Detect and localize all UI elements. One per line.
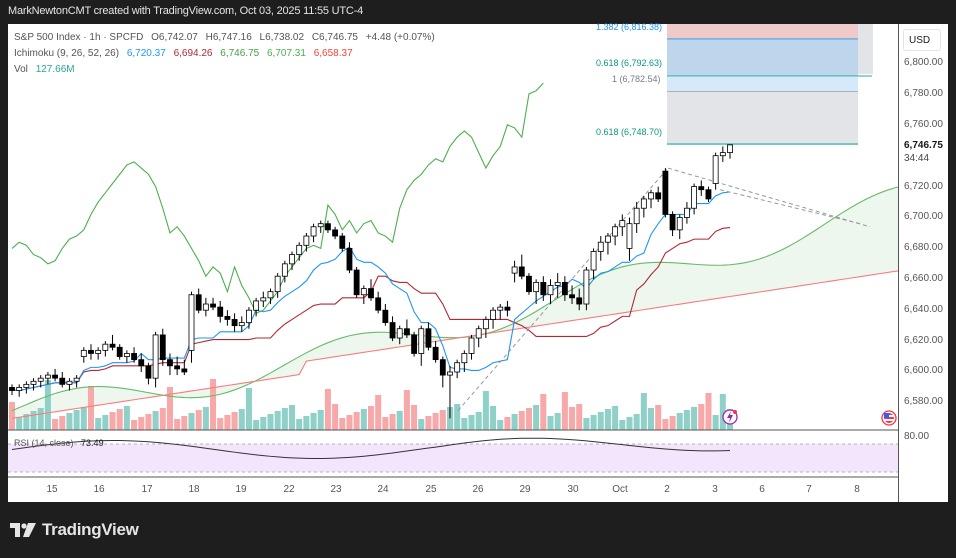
- ichimoku-lagging-value: 6,746.75: [220, 48, 260, 59]
- price-tick: 6,660.00: [904, 273, 943, 284]
- time-label: 2: [664, 484, 670, 495]
- currency-button[interactable]: USD: [903, 29, 941, 51]
- ohlc-low: L6,738.02: [259, 32, 305, 43]
- time-label: 26: [472, 484, 484, 495]
- time-label: 7: [806, 484, 812, 495]
- ichimoku-leading-a-value: 6,707.31: [267, 48, 306, 59]
- bar-countdown: 34:44: [904, 153, 930, 164]
- time-label: 22: [283, 484, 295, 495]
- ichimoku-leading-b-value: 6,658.37: [313, 48, 353, 59]
- fibonacci-extension-drawing[interactable]: [667, 24, 873, 145]
- volume-label[interactable]: Vol: [14, 64, 28, 75]
- ichimoku-conversion-value: 6,720.37: [126, 48, 166, 59]
- rsi-legend[interactable]: RSI (14, close) 73.49: [14, 438, 109, 448]
- tradingview-logo[interactable]: TradingView: [10, 520, 139, 540]
- time-label: 24: [377, 484, 389, 495]
- time-label: 8: [854, 484, 860, 495]
- ichimoku-base-value: 6,694.26: [173, 48, 213, 59]
- volume-value: 127.66M: [35, 64, 75, 75]
- ichimoku-label[interactable]: Ichimoku (9, 26, 52, 26): [14, 48, 120, 59]
- frame-edge: [948, 24, 956, 502]
- price-tick: 6,700.00: [904, 211, 943, 222]
- fib-level-label: 1.382 (6,816.38): [596, 22, 663, 32]
- current-price-label: 6,746.75: [904, 140, 943, 151]
- time-label: 23: [330, 484, 342, 495]
- time-label: 25: [425, 484, 437, 495]
- price-tick: 6,720.00: [904, 181, 943, 192]
- symbol-name[interactable]: S&P 500 Index · 1h · SPCFD: [14, 32, 144, 43]
- price-tick: 6,600.00: [904, 365, 943, 376]
- ichimoku-legend[interactable]: Ichimoku (9, 26, 52, 26) 6,720.37 6,694.…: [14, 48, 358, 59]
- price-tick: 6,760.00: [904, 119, 943, 130]
- rsi-value: 73.49: [81, 438, 104, 448]
- rsi-tick: 80.00: [904, 431, 930, 442]
- trendline-drawing[interactable]: [457, 167, 871, 411]
- time-label: 19: [235, 484, 247, 495]
- price-tick: 6,780.00: [904, 88, 943, 99]
- ohlc-high: H6,747.16: [205, 32, 252, 43]
- time-label: 30: [567, 484, 579, 495]
- time-label: 15: [46, 484, 58, 495]
- dividends-icon[interactable]: [722, 409, 738, 425]
- price-tick: 6,680.00: [904, 242, 943, 253]
- time-label: 29: [519, 484, 531, 495]
- symbol-legend[interactable]: S&P 500 Index · 1h · SPCFD O6,742.07 H6,…: [14, 32, 440, 43]
- fib-level-label: 0.618 (6,792.63): [596, 58, 663, 68]
- ohlc-close: C6,746.75: [311, 32, 358, 43]
- volume-legend[interactable]: Vol 127.66M: [14, 64, 80, 75]
- price-change: +4.48 (+0.07%): [365, 32, 435, 43]
- attribution-header: MarkNewtonCMT created with TradingView.c…: [8, 5, 364, 17]
- time-label: 3: [712, 484, 718, 495]
- price-tick: 6,640.00: [904, 304, 943, 315]
- time-label: 16: [93, 484, 105, 495]
- price-tick: 6,580.00: [904, 396, 943, 407]
- time-label: 17: [141, 484, 153, 495]
- us-flag-event-icon[interactable]: [881, 410, 897, 426]
- price-tick: 6,620.00: [904, 335, 943, 346]
- brand-name: TradingView: [42, 520, 139, 539]
- price-axis[interactable]: [898, 24, 949, 502]
- ohlc-open: O6,742.07: [151, 32, 198, 43]
- price-tick: 6,800.00: [904, 57, 943, 68]
- fib-level-label: 1 (6,782.54): [612, 74, 661, 84]
- rsi-label[interactable]: RSI (14, close): [14, 438, 74, 448]
- time-label: 6: [759, 484, 765, 495]
- tradingview-logo-icon: [10, 523, 36, 537]
- fib-level-label: 0.618 (6,748.70): [596, 127, 663, 137]
- candlestick-series: [9, 144, 733, 419]
- time-label: 18: [188, 484, 200, 495]
- time-label: Oct: [612, 484, 628, 495]
